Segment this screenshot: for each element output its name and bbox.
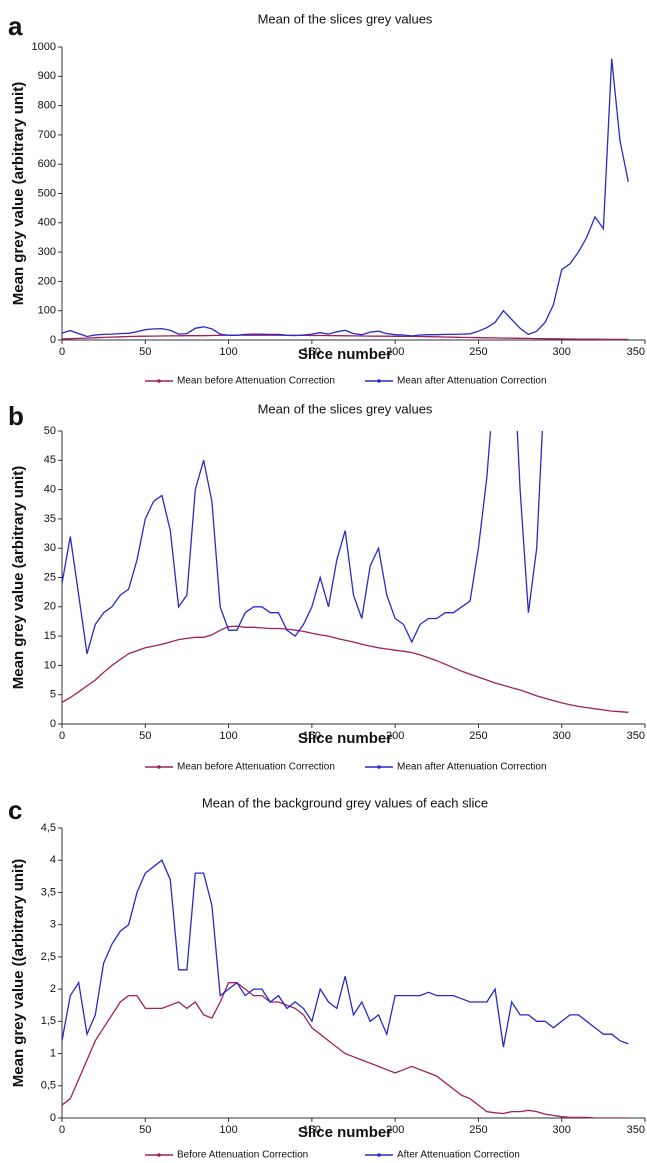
x-tick-label: 150 [303, 1124, 321, 1136]
y-tick-label: 1000 [32, 41, 56, 53]
chart-title: Mean of the slices grey values [258, 11, 433, 26]
y-axis-title: Mean grey value (arbitrary unit) [10, 466, 27, 689]
y-tick-label: 300 [38, 246, 56, 258]
x-tick-label: 350 [627, 1124, 645, 1136]
x-tick-label: 100 [219, 730, 237, 742]
y-tick-label: 1,5 [41, 1015, 56, 1027]
panel-label: a [8, 11, 23, 41]
panel-label: c [8, 795, 22, 825]
x-tick-label: 150 [303, 730, 321, 742]
chart-title: Mean of the background grey values of ea… [202, 795, 488, 810]
series-line [62, 58, 629, 338]
legend-label: Mean after Attenuation Correction [397, 762, 547, 773]
legend-label: Mean before Attenuation Correction [177, 762, 335, 773]
y-tick-label: 0,5 [41, 1080, 56, 1092]
y-tick-label: 600 [38, 158, 56, 170]
y-tick-label: 50 [44, 425, 56, 437]
series-line [62, 859, 629, 1048]
x-tick-label: 350 [627, 346, 645, 358]
x-tick-label: 250 [469, 346, 487, 358]
y-tick-label: 1 [50, 1047, 56, 1059]
x-tick-label: 300 [553, 346, 571, 358]
x-axis-title: Slice number [298, 346, 392, 363]
y-tick-label: 4 [50, 854, 56, 866]
series-line [62, 982, 629, 1118]
x-tick-label: 200 [386, 1124, 404, 1136]
y-tick-label: 200 [38, 275, 56, 287]
x-tick-label: 250 [469, 730, 487, 742]
y-tick-label: 35 [44, 513, 56, 525]
x-axis-title: Slice number [298, 1124, 392, 1141]
y-tick-label: 15 [44, 630, 56, 642]
y-tick-label: 40 [44, 484, 56, 496]
y-tick-label: 45 [44, 454, 56, 466]
y-tick-label: 700 [38, 129, 56, 141]
x-tick-label: 100 [219, 346, 237, 358]
y-tick-label: 0 [50, 334, 56, 346]
y-tick-label: 500 [38, 187, 56, 199]
y-tick-label: 5 [50, 689, 56, 701]
panel-label: b [8, 401, 24, 431]
x-tick-label: 300 [553, 1124, 571, 1136]
x-tick-label: 0 [59, 346, 65, 358]
y-tick-label: 3 [50, 919, 56, 931]
y-axis-title: Mean grey value ((arbitrary unit) [10, 859, 27, 1087]
y-tick-label: 0 [50, 1112, 56, 1124]
legend-marker [377, 765, 381, 769]
x-tick-label: 350 [627, 730, 645, 742]
y-tick-label: 10 [44, 659, 56, 671]
x-tick-label: 100 [219, 1124, 237, 1136]
x-tick-label: 50 [139, 1124, 151, 1136]
y-tick-label: 2 [50, 983, 56, 995]
y-tick-label: 900 [38, 70, 56, 82]
legend-marker [157, 765, 161, 769]
y-tick-label: 25 [44, 571, 56, 583]
y-axis-title: Mean grey value (arbitrary unit) [10, 82, 27, 305]
legend-marker [377, 1153, 381, 1157]
legend-label: Mean after Attenuation Correction [397, 376, 547, 387]
legend-label: Before Attenuation Correction [177, 1150, 308, 1161]
x-tick-label: 150 [303, 346, 321, 358]
chart-title: Mean of the slices grey values [258, 401, 433, 416]
x-tick-label: 0 [59, 1124, 65, 1136]
y-tick-label: 4,5 [41, 822, 56, 834]
x-axis-title: Slice number [298, 730, 392, 747]
x-tick-label: 200 [386, 346, 404, 358]
legend-marker [157, 379, 161, 383]
x-tick-label: 0 [59, 730, 65, 742]
x-tick-label: 50 [139, 346, 151, 358]
y-tick-label: 20 [44, 601, 56, 613]
legend-marker [377, 379, 381, 383]
y-tick-label: 400 [38, 217, 56, 229]
x-tick-label: 250 [469, 1124, 487, 1136]
legend-marker [157, 1153, 161, 1157]
y-tick-label: 30 [44, 542, 56, 554]
y-tick-label: 0 [50, 718, 56, 730]
y-tick-label: 100 [38, 305, 56, 317]
legend-label: Mean before Attenuation Correction [177, 376, 335, 387]
y-tick-label: 2,5 [41, 951, 56, 963]
series-line [62, 625, 629, 713]
y-tick-label: 3,5 [41, 886, 56, 898]
series-line [62, 334, 629, 340]
series-line [62, 431, 543, 654]
x-tick-label: 50 [139, 730, 151, 742]
x-tick-label: 300 [553, 730, 571, 742]
legend-label: After Attenuation Correction [397, 1150, 520, 1161]
y-tick-label: 800 [38, 100, 56, 112]
x-tick-label: 200 [386, 730, 404, 742]
